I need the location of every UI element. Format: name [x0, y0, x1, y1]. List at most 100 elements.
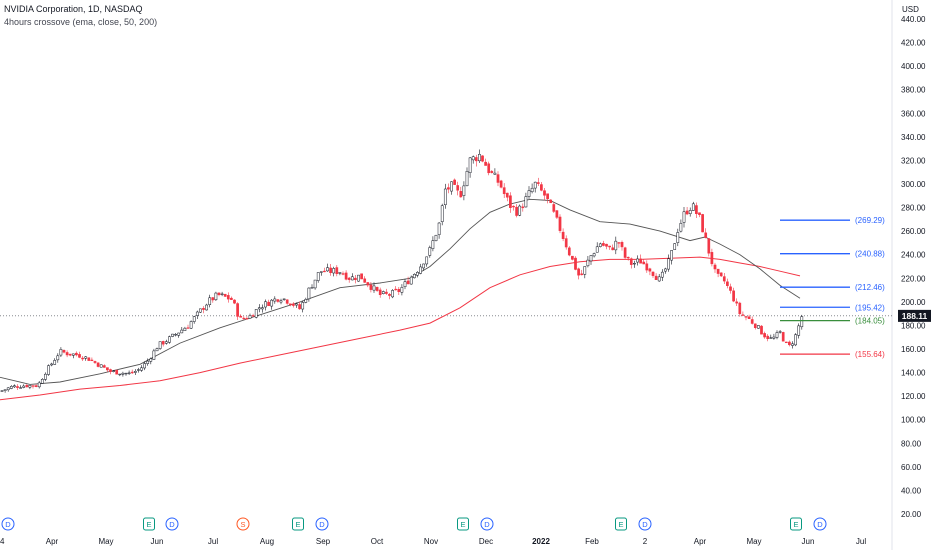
candle-body [298, 304, 301, 310]
candle-body [664, 268, 667, 272]
candle-body [304, 299, 308, 303]
candle-body [512, 205, 515, 208]
candle-body [437, 222, 441, 235]
level-label: (155.64) [855, 350, 885, 359]
event-dividend-marker [813, 517, 827, 531]
candle-body [236, 303, 239, 317]
candle-body [499, 180, 503, 188]
x-tick-label: Jul [856, 537, 866, 546]
candle-body [704, 232, 708, 238]
candle-body [332, 268, 336, 274]
event-earnings-marker [457, 517, 469, 531]
candle-body [75, 352, 78, 356]
y-tick-label: 140.00 [901, 369, 926, 378]
y-tick-label: 260.00 [901, 227, 926, 236]
candle-body [673, 243, 677, 250]
candle-body [375, 286, 379, 291]
candle-body [62, 350, 66, 353]
candle-body [335, 267, 339, 274]
y-tick-label: 300.00 [901, 180, 926, 189]
candle-body [598, 243, 602, 247]
candle-body [719, 272, 723, 277]
candle-body [143, 363, 146, 369]
candle-body [626, 256, 630, 259]
candle-body [422, 263, 425, 269]
candle-body [208, 297, 212, 305]
candle-body [781, 332, 785, 342]
candle-body [496, 174, 500, 183]
candle-body [65, 352, 69, 356]
candle-body [149, 358, 153, 362]
candle-body [493, 172, 497, 175]
x-tick-label: Nov [424, 537, 438, 546]
candle-body [316, 272, 320, 281]
y-tick-label: 280.00 [901, 204, 926, 213]
candle-body [19, 387, 22, 389]
candle-body [44, 373, 47, 380]
candle-body [93, 361, 97, 363]
candle-body [453, 179, 456, 185]
candle-body [189, 321, 193, 329]
candle-body [760, 325, 763, 335]
event-letter: E [295, 520, 300, 529]
candle-body [763, 333, 766, 338]
candle-body [589, 255, 593, 262]
candle-body [440, 205, 444, 222]
candle-body [81, 357, 84, 360]
y-tick-label: 240.00 [901, 251, 926, 260]
candle-body [37, 382, 41, 388]
candle-body [682, 211, 686, 223]
candle-body [245, 318, 249, 320]
candle-body [509, 195, 512, 208]
event-letter: D [319, 520, 325, 529]
candle-body [16, 386, 19, 388]
candle-body [199, 308, 202, 313]
candle-body [0, 390, 4, 392]
candle-body [350, 276, 354, 281]
y-tick-label: 160.00 [901, 345, 926, 354]
candle-body [47, 365, 50, 375]
candle-body [608, 245, 611, 248]
candle-body [161, 341, 165, 345]
candle-body [772, 336, 776, 339]
candle-body [769, 337, 773, 339]
candle-body [691, 203, 695, 211]
candle-body [292, 303, 295, 306]
x-tick-label: Sep [316, 537, 331, 546]
candle-body [102, 365, 106, 368]
candle-body [155, 348, 159, 352]
candle-body [363, 278, 367, 283]
candle-body [527, 190, 531, 197]
candle-body [518, 205, 522, 216]
candle-body [468, 157, 472, 173]
candle-body [158, 341, 162, 349]
candle-body [757, 325, 760, 329]
candle-body [794, 334, 797, 346]
candle-body [540, 184, 543, 191]
candle-body [617, 242, 621, 244]
x-tick-label: May [746, 537, 761, 546]
candle-body [546, 193, 549, 200]
candle-body [456, 185, 460, 191]
candle-body [602, 243, 605, 246]
candle-body [660, 271, 664, 278]
candle-body [50, 363, 53, 366]
candle-body [688, 210, 692, 214]
candle-body [254, 309, 258, 318]
candle-body [574, 257, 577, 270]
candle-body [186, 327, 190, 329]
event-letter: E [146, 520, 151, 529]
candle-body [505, 192, 509, 198]
candle-body [183, 327, 187, 331]
candle-body [766, 335, 770, 340]
candle-body [53, 360, 57, 365]
chart-title: NVIDIA Corporation, 1D, NASDAQ [4, 4, 143, 14]
candle-body [788, 341, 791, 346]
candle-body [732, 290, 735, 302]
last-price-label: 188.11 [902, 311, 928, 321]
candle-body [378, 289, 382, 296]
candle-body [279, 300, 283, 303]
level-label: (212.46) [855, 283, 885, 292]
last-price-tag [898, 309, 931, 322]
